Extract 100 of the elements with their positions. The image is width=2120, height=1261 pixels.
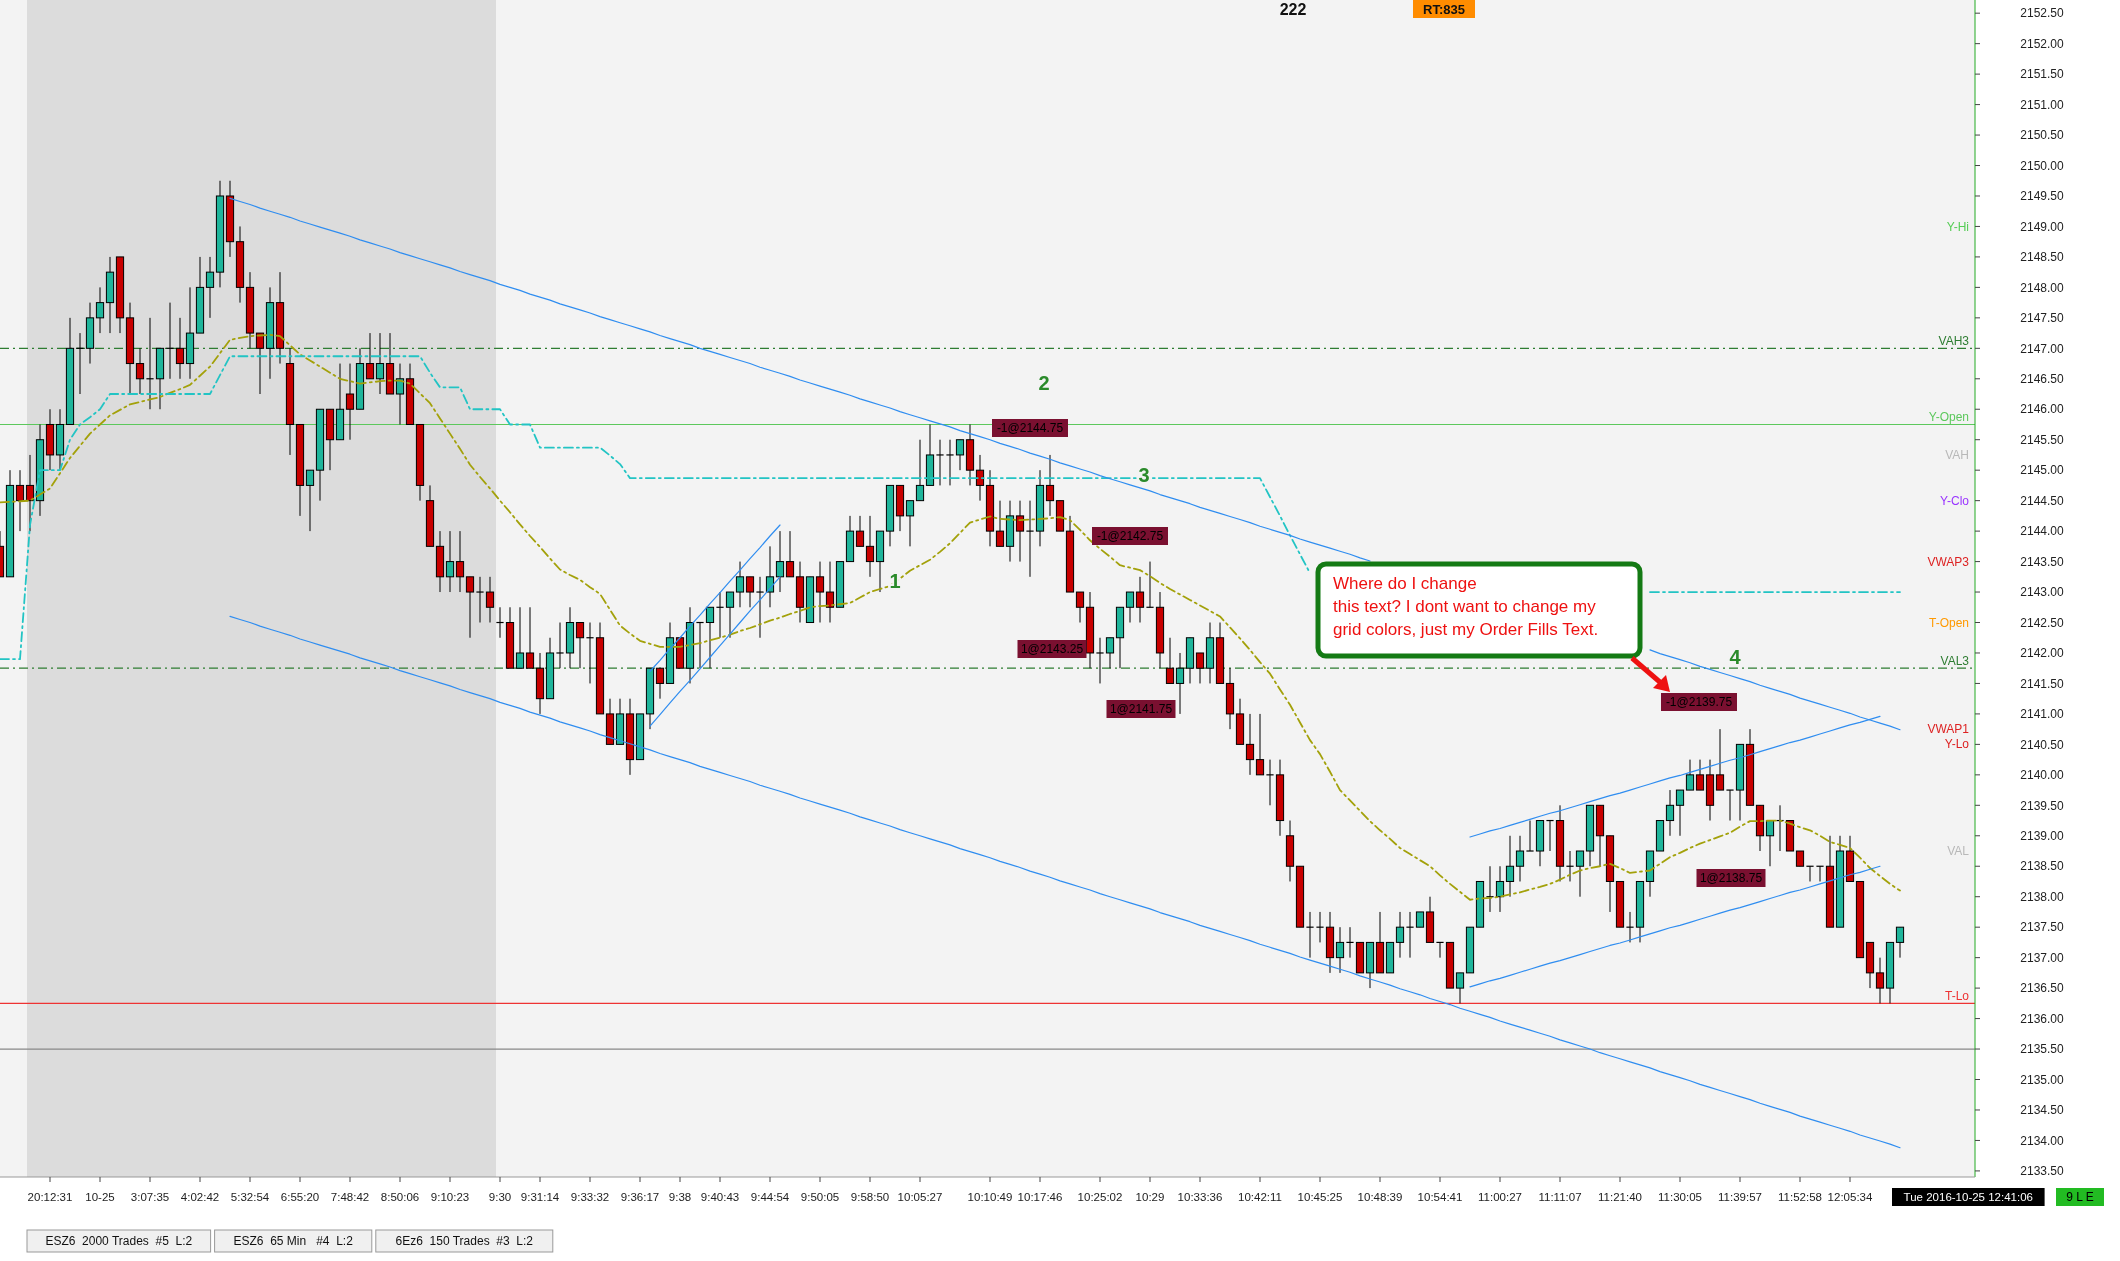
candlestick: [1455, 972, 1465, 1004]
x-tick-label: 10:54:41: [1417, 1191, 1463, 1203]
candlestick: [485, 576, 495, 624]
x-tick-label: 11:52:58: [1778, 1191, 1822, 1203]
y-tick-label: 2147.00: [2020, 341, 2065, 356]
x-tick-label: 10:33:36: [1177, 1191, 1223, 1203]
text: T-Open: [1928, 616, 1969, 631]
x-tick-label: 10:48:39: [1357, 1191, 1403, 1203]
candlestick: [575, 622, 585, 669]
candlestick: [1725, 789, 1735, 822]
annotation: 222: [1279, 1, 1307, 18]
x-tick-label: 9:30: [488, 1191, 512, 1203]
x-tick-label: 9:44:54: [750, 1191, 790, 1203]
candlestick: [1895, 926, 1905, 959]
x-tick-label: 10-25: [85, 1191, 115, 1203]
y-tick-label: 2143.50: [2020, 554, 2065, 569]
candlestick: [1575, 850, 1585, 898]
y-tick-label: 2146.50: [2020, 371, 2065, 386]
x-tick-label: 5:32:54: [230, 1191, 270, 1203]
x-tick-label: 9:31:14: [520, 1191, 560, 1203]
y-tick-label: 2138.00: [2020, 889, 2065, 904]
y-tick-label: 2141.00: [2020, 707, 2065, 722]
candlestick: [995, 500, 1005, 547]
x-tick-label: 7:48:42: [330, 1191, 370, 1203]
candlestick: [1695, 759, 1705, 791]
y-tick-label: 2144.00: [2020, 524, 2065, 539]
line-series: [0, 334, 1901, 901]
x-tick-label: 11:30:05: [1658, 1191, 1702, 1203]
candlestick: [1495, 865, 1505, 913]
candlestick: [785, 530, 795, 578]
x-tick-label: 9:33:32: [570, 1191, 610, 1203]
candlestick: [465, 576, 475, 639]
y-tick-label: 2137.50: [2020, 920, 2065, 935]
text: 9 L E: [2066, 1190, 2094, 1205]
y-tick-label: 2141.50: [2020, 676, 2065, 691]
candlestick: [945, 439, 955, 486]
ref-line-label: T-Lo: [1944, 989, 1970, 1004]
candlestick: [1015, 500, 1025, 563]
y-tick-label: 2145.50: [2020, 432, 2065, 447]
annotation: 1@2138.75: [1699, 871, 1763, 886]
candlestick: [905, 500, 915, 547]
candlestick: [1715, 728, 1725, 791]
x-tick-label: 10:29: [1135, 1191, 1165, 1203]
candlestick: [765, 545, 775, 608]
y-tick-label: 2135.50: [2020, 1042, 2065, 1057]
x-tick-label: 10:17:46: [1017, 1191, 1063, 1203]
candlestick: [1165, 637, 1175, 684]
candlestick: [1675, 789, 1685, 837]
ref-line-label: Y-Open: [1928, 410, 1969, 425]
x-tick-label: 9:58:50: [850, 1191, 890, 1203]
candlestick: [955, 439, 965, 471]
text: Y-Hi: [1946, 220, 1969, 235]
y-tick-label: 2133.50: [2020, 1164, 2065, 1179]
candlestick: [855, 515, 865, 547]
y-tick-label: 2134.50: [2020, 1103, 2065, 1118]
annotation: -1@2139.75: [1665, 695, 1733, 710]
y-tick-label: 2146.00: [2020, 402, 2065, 417]
candlestick: [1505, 835, 1515, 898]
line-series: [649, 524, 781, 672]
candlestick: [1175, 652, 1185, 715]
candlestick: [1105, 637, 1115, 669]
x-tick-label: 10:10:49: [967, 1191, 1013, 1203]
candlestick: [345, 363, 355, 441]
candlestick: [1255, 713, 1265, 776]
candlestick: [865, 515, 875, 578]
line-series: [229, 615, 1901, 1149]
candlestick: [1665, 789, 1675, 837]
text: 6Ez6 150 Trades #3 L:2: [395, 1234, 534, 1249]
candlestick: [935, 439, 945, 486]
text: Tue 2016-10-25 12:41:06: [1903, 1191, 2033, 1204]
y-tick-label: 2149.50: [2020, 189, 2065, 204]
annotation: 4: [1729, 646, 1742, 668]
y-tick-label: 2145.00: [2020, 463, 2065, 478]
y-tick-label: 2144.50: [2020, 493, 2065, 508]
y-tick-label: 2151.50: [2020, 67, 2065, 82]
text: VAH: [1945, 448, 1969, 463]
candlestick: [515, 606, 525, 669]
candlestick: [375, 332, 385, 395]
candlestick: [1195, 652, 1205, 684]
candlestick: [525, 606, 535, 669]
candlestick: [445, 530, 455, 593]
x-tick-label: 9:40:43: [700, 1191, 740, 1203]
y-tick-label: 2142.00: [2020, 646, 2065, 661]
y-tick-label: 2149.00: [2020, 219, 2065, 234]
ref-line-label: VAL3: [1940, 654, 1970, 669]
text: Y-Lo: [1944, 737, 1970, 752]
y-tick-label: 2137.00: [2020, 950, 2065, 965]
x-tick-label: 11:11:07: [1538, 1191, 1582, 1203]
candlestick: [725, 591, 735, 639]
y-tick-label: 2139.00: [2020, 828, 2065, 843]
x-tick-label: 9:10:23: [430, 1191, 470, 1203]
x-tick-label: 12:05:34: [1827, 1191, 1873, 1203]
annotation: 2: [1038, 372, 1050, 394]
x-tick-label: 10:25:02: [1077, 1191, 1123, 1203]
annotation: 1@2141.75: [1109, 702, 1173, 717]
candlestick: [455, 530, 465, 593]
candlestick: [205, 256, 215, 319]
candlestick: [1525, 820, 1535, 852]
x-tick-label: 11:21:40: [1598, 1191, 1642, 1203]
candlestick: [825, 561, 835, 624]
